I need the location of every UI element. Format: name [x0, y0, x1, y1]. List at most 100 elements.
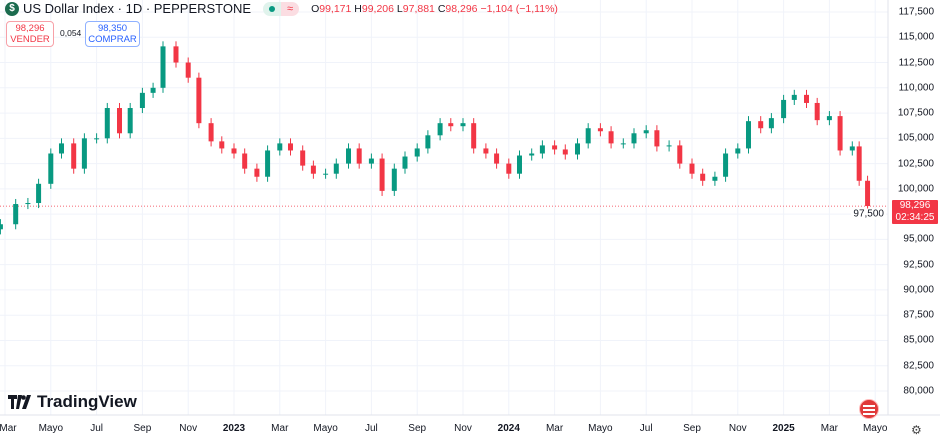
- time-tick-label: Sep: [408, 423, 427, 434]
- symbol-title[interactable]: US Dollar Index · 1D · PEPPERSTONE: [23, 1, 252, 16]
- candle-body: [242, 153, 248, 169]
- candle-body: [254, 168, 260, 177]
- candle-body: [712, 176, 718, 181]
- candle-body: [483, 148, 489, 154]
- ohlc-readout: O99,171 H99,206 L97,881 C98,296 −1,104 (…: [311, 2, 558, 15]
- candle-body: [368, 158, 374, 164]
- candle-body: [643, 130, 649, 134]
- candle-body: [575, 143, 580, 155]
- price-tick-label: 112,500: [898, 57, 934, 69]
- time-tick-label: Sep: [683, 423, 701, 434]
- time-tick-label: Mayo: [313, 423, 338, 434]
- candle-body: [529, 153, 535, 156]
- candle-body: [323, 173, 329, 175]
- market-status[interactable]: ≈: [263, 1, 300, 16]
- price-tick-label: 82,500: [903, 360, 934, 372]
- current-price-tag: 98,296 02:34:25: [892, 200, 938, 224]
- buy-price: 98,350: [97, 23, 128, 34]
- chart-header: $ US Dollar Index · 1D · PEPPERSTONE ≈ O…: [5, 1, 558, 16]
- candle-body: [173, 46, 179, 63]
- candle-body: [94, 138, 100, 140]
- tradingview-logo-icon: [8, 395, 31, 409]
- candle-body: [196, 77, 202, 124]
- spread-value: 0,054: [60, 28, 82, 38]
- buy-button[interactable]: 98,350 COMPRAR: [85, 21, 140, 47]
- candle-body: [597, 128, 603, 132]
- candle-body: [139, 92, 145, 109]
- candle-body: [160, 46, 166, 88]
- price-tick-label: 90,000: [903, 284, 934, 296]
- candle-body: [127, 108, 133, 134]
- current-price: 98,296: [899, 200, 931, 211]
- candle-body: [36, 183, 42, 204]
- candle-body: [781, 99, 787, 119]
- us-flag-icon[interactable]: [859, 399, 879, 419]
- candle-body: [58, 143, 64, 154]
- wave-icon: ≈: [281, 1, 300, 16]
- candle-body: [277, 143, 283, 151]
- candle-body: [677, 145, 683, 164]
- candle-body: [425, 135, 431, 149]
- price-tick-label: 115,000: [898, 31, 934, 43]
- candle-body: [849, 146, 855, 151]
- candle-body: [865, 180, 871, 207]
- candle-body: [666, 145, 672, 147]
- candle-body: [150, 87, 156, 93]
- candle-body: [516, 155, 522, 174]
- gear-icon[interactable]: ⚙: [911, 423, 922, 437]
- candle-body: [856, 146, 862, 181]
- candle-body: [402, 156, 408, 169]
- change-value: −1,104 (−1,11%): [480, 2, 558, 15]
- bar-countdown: 02:34:25: [895, 212, 935, 223]
- time-tick-label: Nov: [454, 423, 472, 434]
- time-tick-label: Sep: [133, 423, 152, 434]
- price-tick-label: 85,000: [903, 334, 934, 346]
- time-tick-label: Nov: [179, 423, 198, 434]
- time-tick-label: Jul: [639, 423, 653, 434]
- time-tick-label: Mar: [545, 423, 564, 434]
- price-tick-label: 105,000: [897, 132, 934, 144]
- candle-body: [723, 153, 729, 177]
- sell-price: 98,296: [15, 23, 45, 34]
- brand-name: TradingView: [37, 392, 137, 411]
- time-tick-label: Mayo: [38, 423, 64, 434]
- candle-body: [231, 148, 237, 154]
- candle-body: [437, 123, 443, 136]
- candle-body: [71, 143, 77, 169]
- time-tick-label: 2025: [772, 423, 795, 434]
- candle-body: [265, 150, 271, 177]
- candle-body: [414, 148, 420, 157]
- candle-body: [562, 149, 568, 155]
- candle-body: [104, 108, 110, 139]
- candle-body: [208, 123, 214, 142]
- candle-body: [391, 168, 397, 191]
- dollar-icon: $: [5, 1, 19, 16]
- candle-body: [346, 148, 351, 164]
- candle-body: [552, 145, 558, 150]
- sell-button[interactable]: 98,296 VENDER: [6, 21, 54, 47]
- candle-body: [379, 158, 385, 191]
- candle-body: [0, 224, 3, 230]
- candle-body: [185, 62, 191, 78]
- candle-body: [287, 143, 293, 151]
- candle-body: [735, 148, 741, 154]
- candle-body: [219, 141, 225, 149]
- buy-label: COMPRAR: [88, 34, 137, 45]
- candle-body: [620, 143, 626, 145]
- price-tick-label: 87,500: [903, 309, 934, 321]
- price-tick-label: 92,500: [903, 259, 934, 271]
- price-tick-label: 80,000: [903, 385, 934, 397]
- candle-body: [300, 150, 306, 166]
- time-tick-label: Jul: [90, 423, 103, 434]
- price-tick-label: 107,500: [897, 107, 934, 119]
- candle-body: [804, 94, 809, 103]
- price-tick-label: 97,500: [851, 208, 886, 220]
- candle-body: [356, 148, 362, 164]
- candle-body: [768, 118, 774, 129]
- tradingview-logo[interactable]: TradingView: [8, 392, 137, 412]
- time-tick-label: Mar: [820, 423, 839, 434]
- candle-body: [826, 116, 832, 121]
- time-tick-label: 2023: [222, 423, 246, 434]
- candle-body: [506, 163, 512, 174]
